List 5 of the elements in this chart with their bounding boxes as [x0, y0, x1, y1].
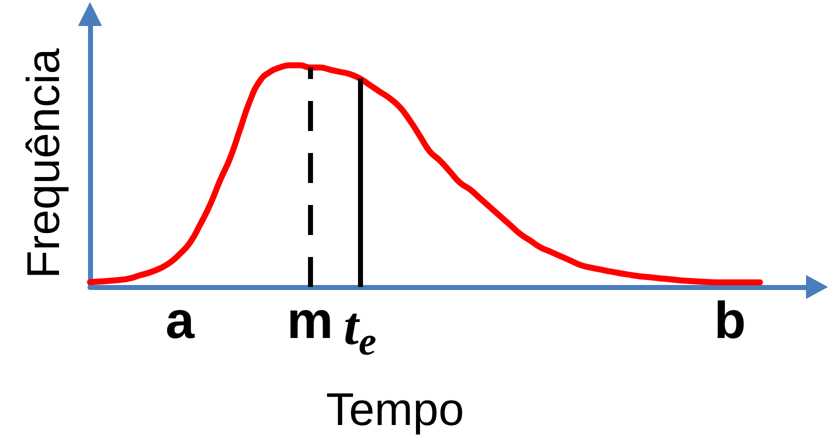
y-axis-title: Frequência [17, 48, 69, 279]
x-tick-label: b [714, 292, 746, 350]
x-axis-title: Tempo [326, 383, 464, 435]
x-tick-label: a [166, 292, 196, 350]
x-tick-label: m [286, 292, 334, 350]
